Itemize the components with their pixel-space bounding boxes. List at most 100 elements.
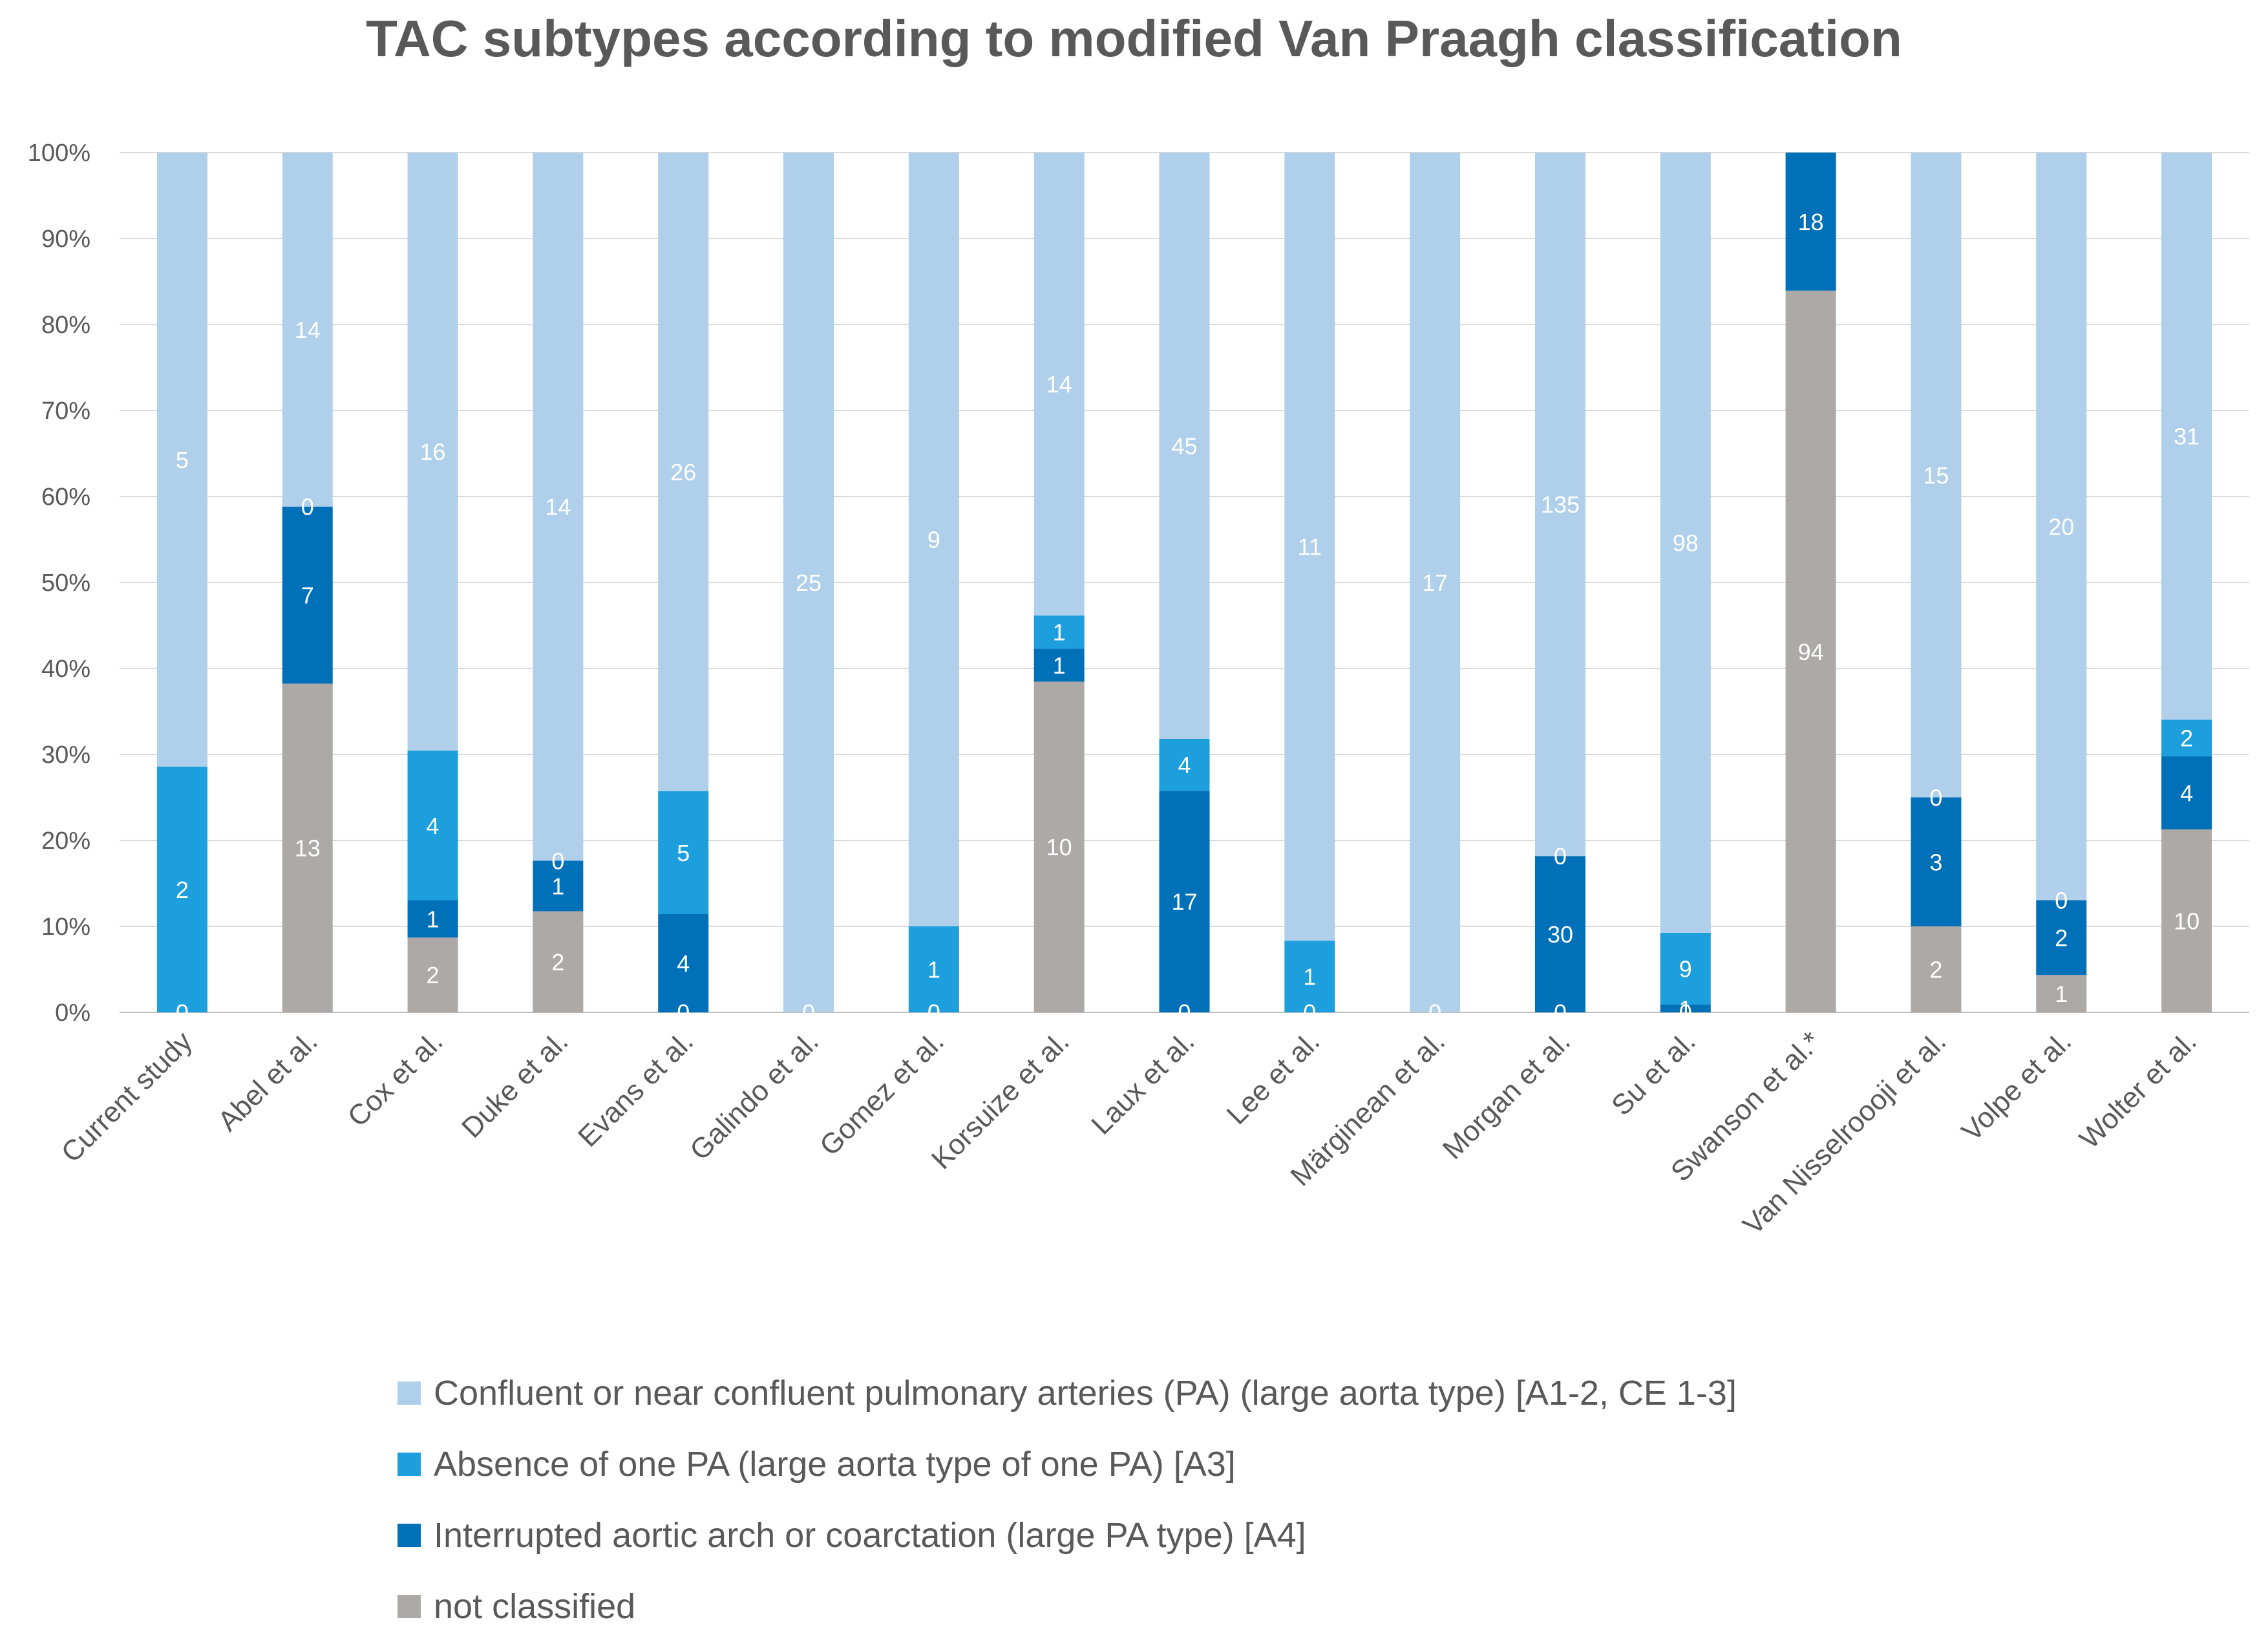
x-tick-label: Galindo et al. [684, 1025, 825, 1166]
bar-segment [156, 153, 207, 767]
y-tick-label: 20% [41, 827, 90, 855]
bar-segment [1660, 1004, 1711, 1012]
data-label: 2 [551, 949, 564, 976]
data-label: 3 [1929, 849, 1942, 875]
bar-segment [783, 153, 834, 1012]
data-label: 4 [677, 950, 690, 977]
data-label: 14 [545, 494, 571, 520]
bar-segment [2036, 153, 2087, 901]
y-axis-ticks: 0% 10% 20% 30% 40% 50% 60% 70% 80% 90% 100% [28, 140, 90, 1027]
y-tick-label: 80% [41, 312, 90, 339]
legend-item: Interrupted aortic arch or coarctation (… [397, 1500, 1737, 1571]
bar-segment [2036, 975, 2087, 1012]
bar-segment [533, 860, 584, 912]
bars [156, 153, 2212, 1012]
bar-segment [2161, 829, 2212, 1012]
bar-segment [533, 911, 584, 1012]
y-tick-label: 30% [41, 741, 90, 769]
bar-segment [282, 683, 333, 1012]
bar-segment [2036, 900, 2087, 976]
data-label: 0 [301, 494, 314, 520]
data-label: 2 [2055, 924, 2068, 951]
legend-item: Confluent or near confluent pulmonary ar… [397, 1358, 1737, 1429]
data-label: 94 [1798, 639, 1824, 665]
data-label: 2 [1929, 957, 1942, 983]
legend: Confluent or near confluent pulmonary ar… [397, 1358, 1737, 1642]
data-label: 4 [2180, 780, 2193, 806]
bar-segment [1911, 153, 1962, 798]
data-label: 2 [176, 877, 189, 903]
chart-title: TAC subtypes according to modified Van P… [366, 10, 1902, 67]
data-label: 0 [802, 999, 815, 1026]
data-label: 10 [1046, 834, 1072, 860]
data-label: 17 [1171, 889, 1197, 915]
data-label: 0 [927, 999, 940, 1026]
legend-swatch [397, 1453, 421, 1476]
data-label: 4 [1178, 752, 1191, 778]
data-label: 20 [2048, 513, 2074, 540]
bar-segment [1033, 153, 1085, 616]
data-label: 14 [295, 317, 321, 343]
bar-segment [1410, 153, 1461, 1012]
x-tick-label: Abel et al. [212, 1025, 324, 1137]
data-label: 2 [427, 962, 440, 988]
data-label: 1 [1303, 964, 1316, 990]
legend-item: not classified [397, 1571, 1737, 1642]
data-label: 1 [427, 906, 440, 932]
data-label: 0 [551, 848, 564, 874]
data-label: 30 [1547, 921, 1573, 948]
data-label: 0 [1303, 999, 1316, 1026]
data-label: 1 [927, 957, 940, 983]
x-tick-label: Duke et al. [456, 1025, 574, 1144]
bar-segment [1159, 791, 1210, 1012]
data-label: 0 [927, 999, 940, 1026]
data-label: 5 [176, 447, 189, 473]
bar-segment [1033, 681, 1085, 1012]
data-label: 1 [551, 873, 564, 899]
x-tick-label: Current study [56, 1025, 198, 1168]
data-label: 1 [1053, 652, 1066, 679]
bar-segment [1785, 290, 1836, 1012]
bar-segment [658, 791, 709, 914]
data-label: 1 [1053, 619, 1066, 646]
bar-segment [2161, 720, 2212, 756]
bar-segment [407, 751, 458, 901]
bar-segment [658, 914, 709, 1012]
data-label: 1 [1679, 996, 1692, 1022]
legend-label: Confluent or near confluent pulmonary ar… [434, 1374, 1737, 1413]
y-tick-label: 0% [55, 999, 90, 1027]
x-tick-label: Wolter et al. [2073, 1025, 2203, 1155]
data-label: 10 [2174, 908, 2199, 935]
y-tick-label: 90% [41, 226, 90, 253]
x-tick-label: Van Nisselroooji et al. [1737, 1025, 1952, 1241]
bar-segment [156, 767, 207, 1012]
bar-segment [908, 926, 959, 1012]
data-label: 13 [295, 835, 321, 862]
y-tick-label: 60% [41, 484, 90, 511]
bar-segment [407, 153, 458, 751]
bar-segment [407, 937, 458, 1012]
bar-segment [1660, 932, 1711, 1005]
data-label: 2 [2180, 725, 2193, 752]
bar-segment [1284, 941, 1335, 1012]
bar-segment [658, 153, 709, 791]
x-tick-label: Laux et al. [1085, 1025, 1200, 1140]
data-label: 16 [420, 439, 446, 465]
x-axis-labels: Current study Abel et al. Cox et al. Duke e… [56, 1025, 2203, 1241]
data-label: 0 [1929, 785, 1942, 811]
data-label: 7 [301, 582, 314, 609]
data-label: 0 [1679, 999, 1692, 1026]
data-label: 1 [2055, 981, 2068, 1007]
data-label: 0 [176, 999, 189, 1026]
data-label: 45 [1171, 432, 1197, 459]
data-label: 0 [1428, 999, 1441, 1026]
x-tick-label: Cox et al. [342, 1025, 449, 1133]
legend-swatch [397, 1595, 421, 1618]
bar-segment [1660, 153, 1711, 933]
legend-swatch [397, 1381, 421, 1405]
bar-segment [1284, 153, 1335, 941]
bar-segment [1033, 615, 1085, 649]
bar-segment [1159, 153, 1210, 739]
bar-segment [1033, 648, 1085, 682]
